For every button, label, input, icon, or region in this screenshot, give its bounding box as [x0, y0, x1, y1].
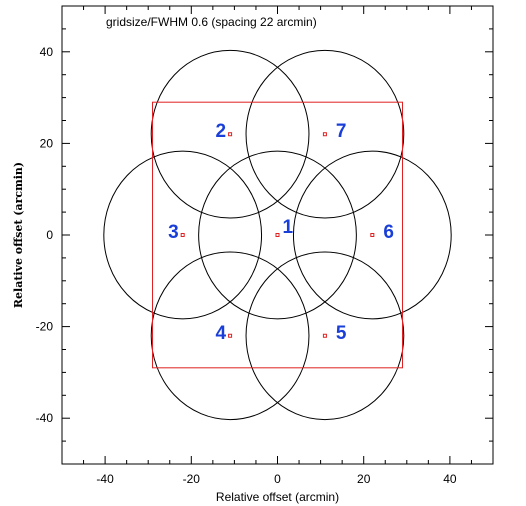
pointing-label-2: 2 — [216, 121, 227, 142]
y-tick-label: 0 — [46, 228, 53, 242]
pointing-label-4: 4 — [216, 323, 227, 344]
plot-frame — [61, 5, 494, 465]
x-tick-label: 20 — [357, 472, 371, 486]
beam-circle-1 — [198, 150, 357, 320]
y-tick-label: 40 — [40, 45, 54, 59]
tick-labels: -40 -20 0 20 40 -40 -20 0 20 40 — [36, 45, 457, 486]
pointing-marker-7 — [322, 132, 327, 137]
x-tick-label: -20 — [183, 472, 201, 486]
tick-marks — [62, 6, 493, 464]
x-tick-label: -40 — [96, 472, 114, 486]
plot-title: gridsize/FWHM 0.6 (spacing 22 arcmin) — [106, 15, 317, 29]
beam-circle-7 — [245, 49, 405, 219]
y-tick-label: -40 — [36, 411, 54, 425]
x-tick-label: 40 — [443, 472, 457, 486]
beam-circle-4 — [150, 251, 310, 421]
region-square — [152, 101, 403, 369]
pointing-marker-3 — [180, 233, 185, 237]
y-axis-label: Relative offset (arcmin) — [12, 162, 25, 308]
beam-circles — [103, 49, 452, 421]
beam-circle-6 — [292, 150, 452, 320]
pointing-marker-2 — [228, 132, 233, 137]
pointing-label-5: 5 — [336, 323, 347, 344]
pointing-marker-1 — [275, 233, 280, 237]
x-tick-label: 0 — [274, 472, 281, 486]
pointing-labels: 1 2 3 4 5 6 7 — [168, 121, 394, 344]
pointing-label-1: 1 — [283, 217, 294, 238]
y-tick-label: -20 — [36, 320, 54, 334]
beam-circle-2 — [150, 49, 310, 219]
pointing-label-3: 3 — [168, 222, 179, 243]
y-tick-label: 20 — [40, 136, 54, 150]
pointing-marker-5 — [322, 333, 327, 338]
beam-circle-3 — [103, 150, 263, 320]
pointing-markers — [180, 132, 375, 338]
pointing-marker-4 — [228, 333, 233, 338]
beam-circle-5 — [245, 251, 405, 421]
pointing-label-6: 6 — [383, 222, 394, 243]
x-axis-label: Relative offset (arcmin) — [216, 490, 339, 504]
pointing-marker-6 — [370, 233, 375, 237]
pointing-label-7: 7 — [336, 121, 347, 142]
